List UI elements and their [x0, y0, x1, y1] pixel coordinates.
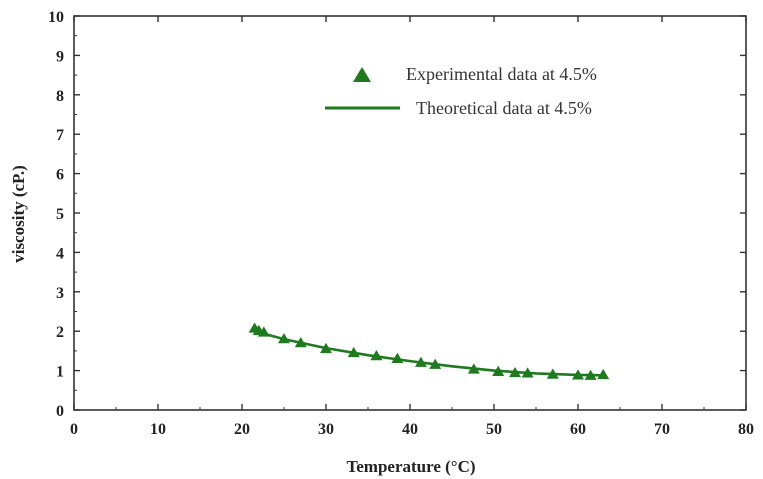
legend-marker-experimental: [353, 67, 371, 82]
experimental-data-point: [572, 369, 584, 380]
y-axis-title: viscosity (cP.): [9, 165, 28, 263]
series-layer: [248, 322, 610, 380]
experimental-data-point: [584, 369, 597, 380]
y-tick-label: 10: [48, 9, 64, 26]
y-tick-label: 2: [56, 324, 64, 341]
y-tick-label: 5: [56, 206, 64, 223]
x-tick-label: 50: [486, 421, 502, 438]
y-tick-label: 9: [56, 48, 64, 65]
experimental-data-point: [521, 367, 534, 378]
x-tick-label: 20: [234, 421, 250, 438]
y-tick-label: 1: [56, 364, 64, 381]
experimental-data-point: [597, 368, 610, 380]
y-tick-label: 6: [56, 167, 64, 184]
x-tick-label: 60: [570, 421, 586, 438]
experimental-data-point: [467, 363, 480, 374]
y-tick-label: 4: [56, 245, 64, 262]
experimental-data-point: [320, 342, 332, 354]
legend-label-experimental: Experimental data at 4.5%: [406, 64, 597, 84]
experimental-data-point: [257, 326, 270, 337]
experimental-data-point: [370, 350, 383, 361]
x-tick-label: 30: [318, 421, 334, 438]
x-tick-label: 80: [738, 421, 754, 438]
y-tick-label: 3: [56, 285, 64, 302]
x-axis-title: Temperature (°C): [346, 457, 475, 476]
axes: 0 10 20 30 40 50 60 70 80 0 1 2 3 4 5 6 7 8 9 10: [48, 9, 754, 438]
x-tick-label: 70: [654, 421, 670, 438]
experimental-data-point: [391, 352, 404, 363]
x-tick-label: 10: [150, 421, 166, 438]
y-tick-label: 8: [56, 88, 64, 105]
y-tick-label: 7: [56, 127, 64, 144]
experimental-data-point: [429, 358, 442, 369]
experimental-data-point: [278, 333, 290, 344]
theoretical-series-line: [254, 329, 604, 377]
experimental-data-point: [347, 346, 360, 358]
x-tick-label: 0: [70, 421, 78, 438]
experimental-data-point: [414, 356, 427, 367]
legend: Experimental data at 4.5% Theoretical da…: [325, 64, 597, 118]
y-tick-label: 0: [56, 403, 64, 420]
legend-label-theoretical: Theoretical data at 4.5%: [416, 98, 592, 118]
experimental-data-point: [294, 337, 307, 348]
x-tick-label: 40: [402, 421, 418, 438]
experimental-data-point: [492, 365, 505, 376]
experimental-data-point: [546, 368, 559, 379]
experimental-data-point: [509, 366, 521, 378]
